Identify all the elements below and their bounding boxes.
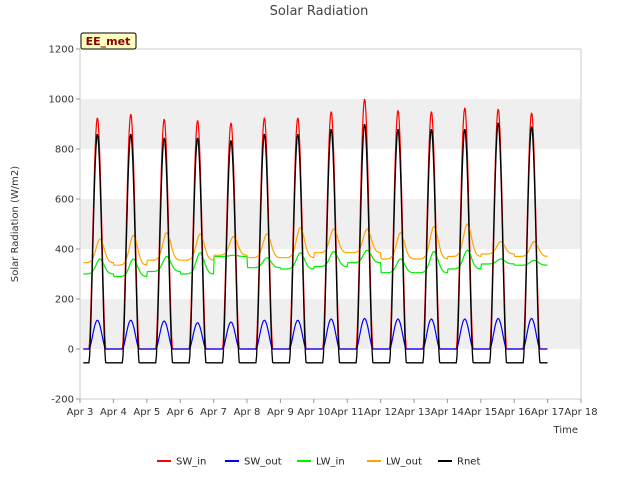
grid-band [80, 99, 581, 149]
x-tick-label: Apr 8 [234, 407, 261, 418]
plot-frame [79, 48, 582, 400]
x-axis: Apr 3 Apr 4 Apr 5 Apr 6 Apr 7 Apr 8 Apr 9 Apr 1… [67, 399, 598, 418]
y-tick-label: -200 [51, 395, 74, 406]
y-tick-label: 1200 [49, 45, 74, 56]
legend: SW_in SW_out LW_in LW_out Rnet [157, 457, 480, 468]
series-line-lw-in [83, 249, 548, 278]
chart-title: Solar Radiation [270, 4, 369, 19]
legend-label: Rnet [457, 457, 480, 468]
y-tick-label: 1000 [49, 95, 74, 106]
y-tick-label: 400 [55, 245, 74, 256]
x-tick-label: Apr 13 [397, 407, 430, 418]
x-tick-label: Apr 16 [498, 407, 531, 418]
x-tick-label: Apr 6 [167, 407, 194, 418]
y-axis: -200 0 200 400 600 800 1000 1200 [49, 45, 80, 406]
legend-label: SW_in [176, 457, 206, 468]
x-tick-label: Apr 7 [200, 407, 227, 418]
x-tick-label: Apr 5 [133, 407, 160, 418]
series-line-sw-out [83, 317, 548, 350]
x-tick-label: Apr 14 [431, 407, 464, 418]
x-tick-label: Apr 4 [100, 407, 127, 418]
x-tick-label: Apr 18 [564, 407, 597, 418]
x-tick-label: Apr 17 [531, 407, 564, 418]
grid-band [80, 199, 581, 249]
badge-label: EE_met [86, 35, 131, 48]
x-tick-label: Apr 3 [67, 407, 94, 418]
legend-label: SW_out [244, 457, 282, 468]
x-tick-label: Apr 12 [364, 407, 397, 418]
legend-label: LW_out [386, 457, 422, 468]
x-tick-label: Apr 9 [267, 407, 294, 418]
x-tick-label: Apr 10 [297, 407, 330, 418]
x-tick-label: Apr 11 [331, 407, 364, 418]
y-tick-label: 0 [68, 345, 74, 356]
y-axis-title: Solar Radiation (W/m2) [10, 166, 21, 282]
x-axis-title: Time [553, 425, 578, 436]
y-tick-label: 200 [55, 295, 74, 306]
station-badge: EE_met [80, 32, 137, 50]
grid-band [80, 299, 581, 349]
legend-label: LW_in [316, 457, 345, 468]
x-tick-label: Apr 15 [464, 407, 497, 418]
series-lines [83, 98, 548, 364]
series-line-rnet [83, 122, 548, 364]
y-tick-label: 800 [55, 145, 74, 156]
badge-box [80, 32, 137, 50]
y-tick-label: 600 [55, 195, 74, 206]
series-line-lw-out [83, 223, 548, 266]
